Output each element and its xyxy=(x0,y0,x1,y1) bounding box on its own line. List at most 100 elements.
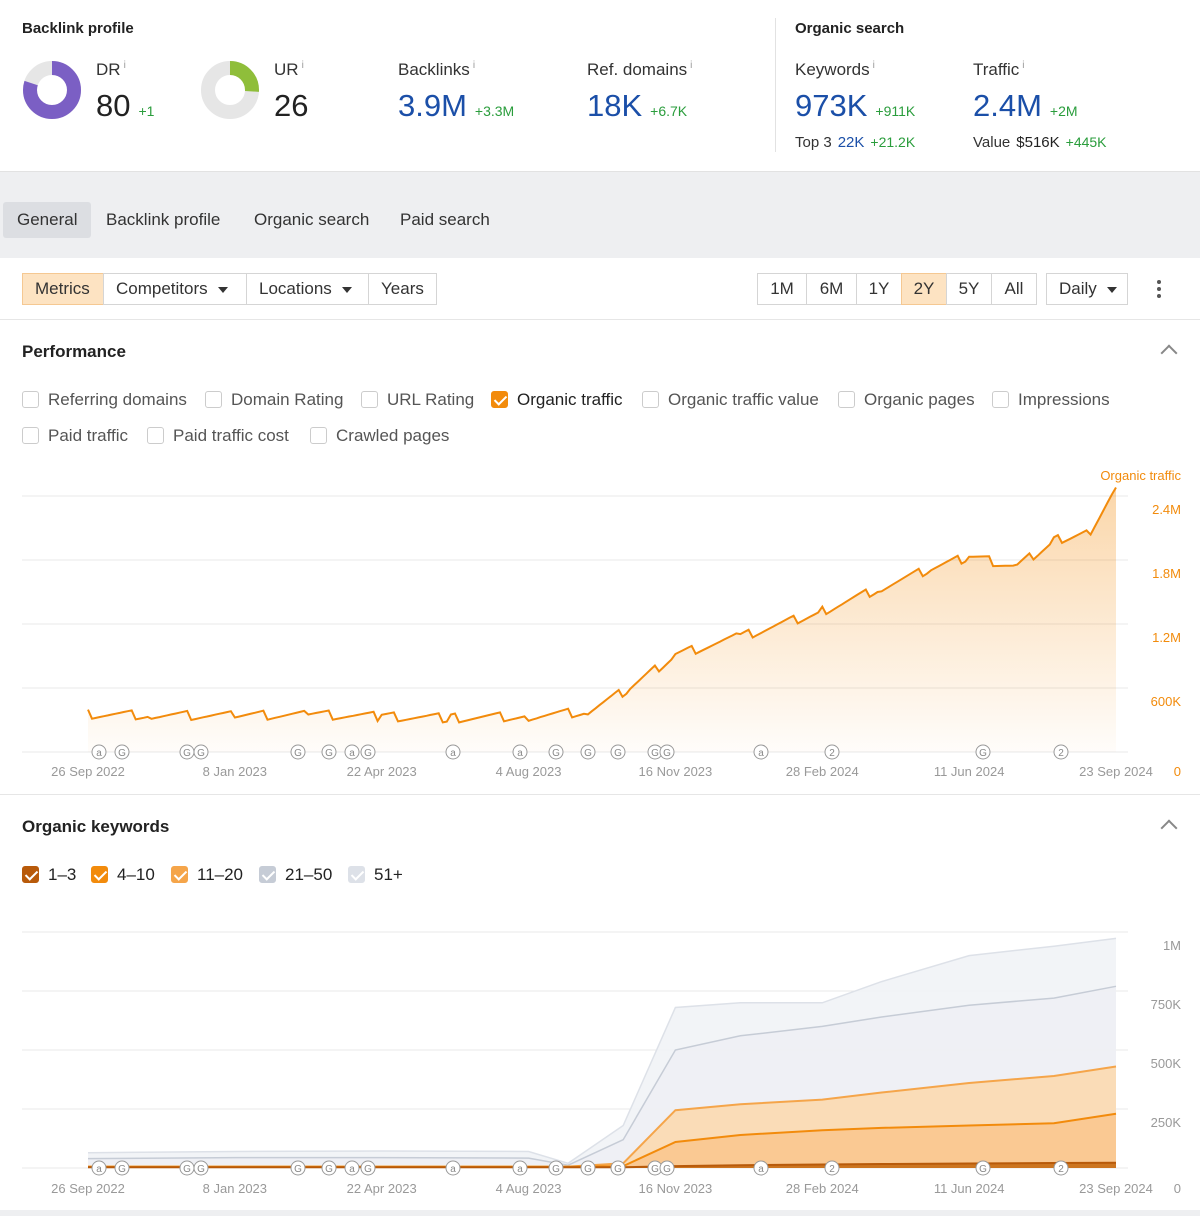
backlinks-label: Backlinks i xyxy=(398,60,476,79)
top3-line: Top 3 22K +21.2K xyxy=(795,134,916,151)
checkbox-referring-domains[interactable]: Referring domains xyxy=(22,390,187,410)
locations-dropdown[interactable]: Locations xyxy=(246,273,369,305)
x-tick-label: 4 Aug 2023 xyxy=(496,1181,562,1196)
backlinks-value[interactable]: 3.9M +3.3M xyxy=(398,88,515,123)
organic-search-title: Organic search xyxy=(795,20,905,37)
traffic-value[interactable]: 2.4M +2M xyxy=(973,88,1078,123)
annotation-marker-icon xyxy=(659,1160,675,1176)
legend-21-50[interactable]: 21–50 xyxy=(259,865,332,885)
annotation-marker-icon xyxy=(91,1160,107,1176)
y-tick-label: 1.2M xyxy=(1152,630,1181,645)
x-tick-label: 22 Apr 2023 xyxy=(347,764,417,779)
annotation-marker-icon xyxy=(445,1160,461,1176)
annotation-marker-label: G xyxy=(118,748,126,759)
dr-donut-icon xyxy=(23,61,81,119)
checkbox-impressions[interactable]: Impressions xyxy=(992,390,1110,410)
checkbox-paid-traffic[interactable]: Paid traffic xyxy=(22,426,128,446)
series-area-1–3 xyxy=(88,1162,1116,1168)
ref-domains-label: Ref. domains i xyxy=(587,60,693,79)
annotation-marker-icon xyxy=(975,1160,991,1176)
x-tick-label: 26 Sep 2022 xyxy=(51,764,125,779)
annotation-marker-label: G xyxy=(118,1164,126,1175)
annotation-marker-icon xyxy=(824,744,840,760)
y-tick-label: 750K xyxy=(1151,997,1182,1012)
annotation-marker-icon xyxy=(659,744,675,760)
chevron-down-icon xyxy=(341,286,352,293)
ref-domains-value[interactable]: 18K +6.7K xyxy=(587,88,688,123)
series-area-4–10 xyxy=(88,1113,1116,1168)
annotation-marker-icon xyxy=(91,744,107,760)
annotation-marker-label: G xyxy=(197,748,205,759)
organic-keywords-chart: 0 250K 500K 750K 1M 26 Sep 2022 8 Jan 2023 22 A… xyxy=(22,931,1182,1196)
chevron-up-icon[interactable] xyxy=(1160,344,1178,362)
value-line: Value $516K +445K xyxy=(973,134,1107,151)
annotation-marker-label: G xyxy=(183,748,191,759)
x-tick-label: 22 Apr 2023 xyxy=(347,1181,417,1196)
series-line xyxy=(87,486,1117,724)
annotation-marker-label: G xyxy=(584,1164,592,1175)
annotation-marker-label: G xyxy=(651,748,659,759)
performance-title: Performance xyxy=(22,342,126,361)
tab-backlink-profile[interactable]: Backlink profile xyxy=(106,210,221,229)
tab-organic-search[interactable]: Organic search xyxy=(254,210,370,229)
keywords-value[interactable]: 973K +911K xyxy=(795,88,916,123)
range-5y-button[interactable]: 5Y xyxy=(946,273,992,305)
checkbox-domain-rating[interactable]: Domain Rating xyxy=(205,390,343,410)
x-tick-label: 28 Feb 2024 xyxy=(786,1181,859,1196)
checkbox-organic-traffic[interactable]: Organic traffic xyxy=(491,390,623,410)
range-2y-button[interactable]: 2Y xyxy=(901,273,947,305)
range-1m-button[interactable]: 1M xyxy=(757,273,807,305)
more-options-icon[interactable] xyxy=(1154,280,1164,300)
years-button[interactable]: Years xyxy=(368,273,437,305)
annotation-marker-label: a xyxy=(517,748,523,759)
range-all-button[interactable]: All xyxy=(991,273,1037,305)
annotation-marker-label: G xyxy=(663,748,671,759)
annotation-marker-label: G xyxy=(552,748,560,759)
annotation-marker-icon xyxy=(114,1160,130,1176)
checkbox-url-rating[interactable]: URL Rating xyxy=(361,390,474,410)
x-tick-label: 23 Sep 2024 xyxy=(1079,764,1153,779)
checkbox-organic-pages[interactable]: Organic pages xyxy=(838,390,975,410)
checkbox-organic-traffic-value[interactable]: Organic traffic value xyxy=(642,390,819,410)
divider xyxy=(0,794,1200,795)
chevron-up-icon[interactable] xyxy=(1160,819,1178,837)
annotation-marker-icon xyxy=(344,1160,360,1176)
annotation-marker-label: G xyxy=(552,1164,560,1175)
annotation-marker-icon xyxy=(1053,744,1069,760)
organic-traffic-chart: 0 600K 1.2M 1.8M 2.4M Organic traffic 26 Sep 2… xyxy=(22,468,1181,779)
legend-51-plus[interactable]: 51+ xyxy=(348,865,403,885)
divider xyxy=(0,319,1200,320)
annotation-marker-icon xyxy=(580,744,596,760)
legend-4-10[interactable]: 4–10 xyxy=(91,865,155,885)
granularity-dropdown[interactable]: Daily xyxy=(1046,273,1128,305)
tab-paid-search[interactable]: Paid search xyxy=(400,210,490,229)
annotation-marker-label: G xyxy=(325,748,333,759)
annotation-marker-label: G xyxy=(364,748,372,759)
main-panel: Metrics Competitors Locations Years 1M 6… xyxy=(0,258,1200,1216)
y-tick-label: 1M xyxy=(1163,938,1181,953)
annotation-marker-icon xyxy=(360,744,376,760)
annotation-marker-label: a xyxy=(758,1164,764,1175)
checkbox-paid-traffic-cost[interactable]: Paid traffic cost xyxy=(147,426,289,446)
ur-value: 26 xyxy=(274,88,309,123)
x-tick-label: 4 Aug 2023 xyxy=(496,764,562,779)
annotation-marker-icon xyxy=(114,744,130,760)
keywords-label: Keywords i xyxy=(795,60,875,79)
legend-1-3[interactable]: 1–3 xyxy=(22,865,76,885)
tab-general[interactable]: General xyxy=(3,202,92,238)
series-line-21–50 xyxy=(87,985,1117,1166)
range-6m-button[interactable]: 6M xyxy=(806,273,857,305)
range-1y-button[interactable]: 1Y xyxy=(856,273,902,305)
metrics-button[interactable]: Metrics xyxy=(22,273,104,305)
annotation-marker-icon xyxy=(445,744,461,760)
annotation-marker-label: G xyxy=(294,1164,302,1175)
competitors-dropdown[interactable]: Competitors xyxy=(103,273,247,305)
annotation-marker-icon xyxy=(344,744,360,760)
annotation-marker-icon xyxy=(512,744,528,760)
annotation-marker-label: 2 xyxy=(829,748,835,759)
x-tick-label: 26 Sep 2022 xyxy=(51,1181,125,1196)
legend-11-20[interactable]: 11–20 xyxy=(171,865,243,885)
checkbox-crawled-pages[interactable]: Crawled pages xyxy=(310,426,449,446)
series-line-1–3 xyxy=(88,1161,1117,1169)
divider xyxy=(775,18,776,152)
